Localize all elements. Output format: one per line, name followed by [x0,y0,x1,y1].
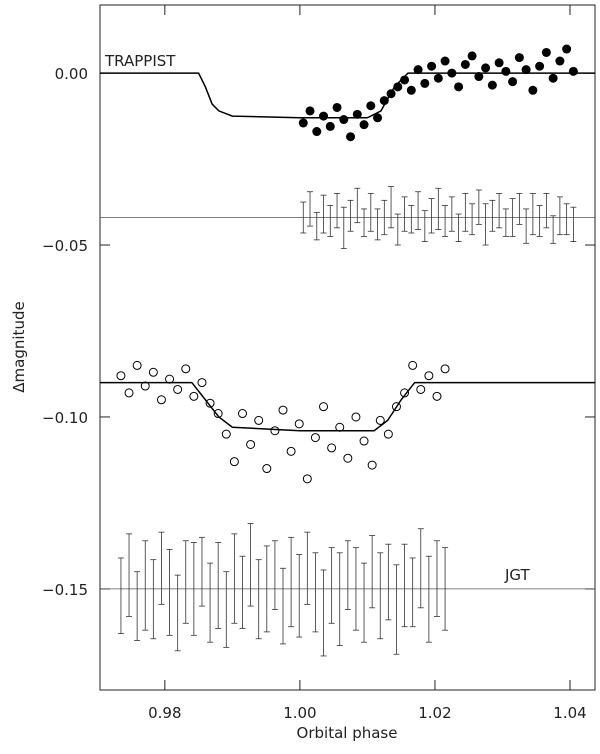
x-tick-label: 1.02 [418,704,451,722]
data-point [343,453,353,463]
data-point [501,66,511,76]
data-point [305,106,315,116]
data-point [327,443,337,453]
data-point [393,82,403,92]
data-point [391,402,401,412]
data-point [278,405,288,415]
data-point [432,391,442,401]
data-point [487,80,497,90]
data-point [424,371,434,381]
data-point [286,446,296,456]
data-point [221,429,231,439]
data-point [373,113,383,123]
data-point [319,402,329,412]
data-point [541,47,551,57]
data-point [400,388,410,398]
data-point [548,73,558,83]
data-point [262,464,272,474]
data-point [148,367,158,377]
data-point [332,102,342,112]
data-point [375,415,385,425]
data-point [213,409,223,419]
data-point [528,85,538,95]
data-point [298,118,308,128]
data-point [427,61,437,71]
data-point [181,364,191,374]
data-point [514,53,524,63]
data-point [346,132,356,142]
data-point [124,388,134,398]
data-point [270,426,280,436]
model-line [100,72,595,119]
data-point [312,127,322,137]
data-point [325,121,335,131]
data-point [406,85,416,95]
data-point [359,436,369,446]
data-point [367,460,377,470]
data-point [205,398,215,408]
data-point [474,72,484,82]
data-point [359,120,369,130]
data-point [116,371,126,381]
data-point [460,59,470,69]
x-axis-title: Orbital phase [297,724,398,742]
data-point [413,65,423,75]
data-point [416,384,426,394]
data-point [237,409,247,419]
data-point [319,111,329,121]
data-point [568,66,578,76]
data-point [132,360,142,370]
data-point [189,391,199,401]
data-point [156,395,166,405]
x-tick-label: 1.04 [553,704,586,722]
data-point [420,78,430,88]
data-point [508,77,518,87]
annotation: JGT [504,566,531,584]
plot-frame [99,4,596,691]
data-point [433,73,443,83]
data-point [494,58,504,68]
data-point [440,56,450,66]
data-point [229,457,239,467]
data-point [352,109,362,119]
x-tick-label: 1.00 [283,704,316,722]
data-point [351,412,361,422]
data-point [197,378,207,388]
data-point [173,384,183,394]
data-point [302,474,312,484]
data-point [366,101,376,111]
data-point [335,422,345,432]
x-tick-label: 0.98 [148,704,181,722]
data-point [481,63,491,73]
data-point [454,82,464,92]
data-point [254,415,264,425]
data-point [555,56,565,66]
data-point [408,360,418,370]
data-point [383,429,393,439]
model-line [100,381,595,432]
data-point [294,419,304,429]
data-point [535,61,545,71]
data-point [165,374,175,384]
data-point [386,89,396,99]
data-point [467,51,477,61]
y-tick-label: −0.05 [42,237,88,255]
data-point [562,44,572,54]
data-point [440,364,450,374]
data-point [447,68,457,78]
y-tick-label: −0.10 [42,409,88,427]
data-point [521,65,531,75]
data-point [140,381,150,391]
y-axis-title: Δmagnitude [10,301,28,392]
y-tick-label: 0.00 [55,65,88,83]
annotation: TRAPPIST [104,52,176,70]
data-point [400,75,410,85]
data-point [339,115,349,125]
data-point [379,96,389,106]
data-point [246,439,256,449]
y-tick-label: −0.15 [42,581,88,599]
data-point [310,433,320,443]
